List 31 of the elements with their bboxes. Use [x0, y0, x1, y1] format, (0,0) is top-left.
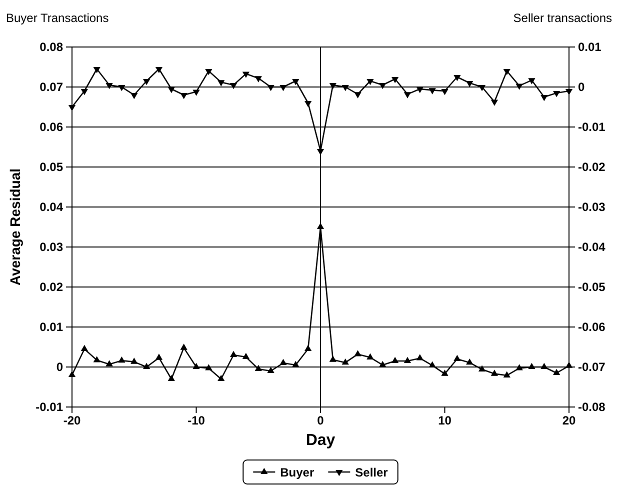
y2-tick-label: 0.01 — [578, 40, 602, 54]
y2-tick-label: -0.01 — [578, 120, 606, 134]
x-tick-label: -20 — [63, 414, 81, 428]
y2-tick-label: -0.05 — [578, 280, 606, 294]
y2-tick-label: -0.06 — [578, 320, 606, 334]
legend-label: Buyer — [280, 466, 314, 480]
y2-tick-label: -0.02 — [578, 160, 606, 174]
text: Seller transactions — [513, 11, 612, 25]
y-tick-label: 0.06 — [40, 120, 64, 134]
y2-tick-label: -0.07 — [578, 360, 606, 374]
x-tick-label: 0 — [317, 414, 324, 428]
y-tick-label: 0.03 — [40, 240, 64, 254]
y-tick-label: 0.04 — [40, 200, 64, 214]
y2-tick-label: 0 — [578, 80, 585, 94]
x-axis-title: Day — [306, 432, 336, 449]
legend-label: Seller — [355, 466, 388, 480]
x-tick-label: -10 — [188, 414, 206, 428]
y-tick-label: 0.08 — [40, 40, 64, 54]
y-tick-label: 0.07 — [40, 80, 64, 94]
x-tick-label: 10 — [438, 414, 452, 428]
y-tick-label: 0.02 — [40, 280, 64, 294]
y2-tick-label: -0.03 — [578, 200, 606, 214]
y-axis-title: Average Residual — [7, 168, 23, 286]
y-tick-label: 0.05 — [40, 160, 64, 174]
y2-tick-label: -0.04 — [578, 240, 606, 254]
x-tick-label: 20 — [562, 414, 576, 428]
y-tick-label: -0.01 — [36, 400, 64, 414]
text: Buyer Transactions — [6, 11, 109, 25]
y2-tick-label: -0.08 — [578, 400, 606, 414]
y-tick-label: 0 — [56, 360, 64, 374]
y-tick-label: 0.01 — [40, 320, 64, 334]
